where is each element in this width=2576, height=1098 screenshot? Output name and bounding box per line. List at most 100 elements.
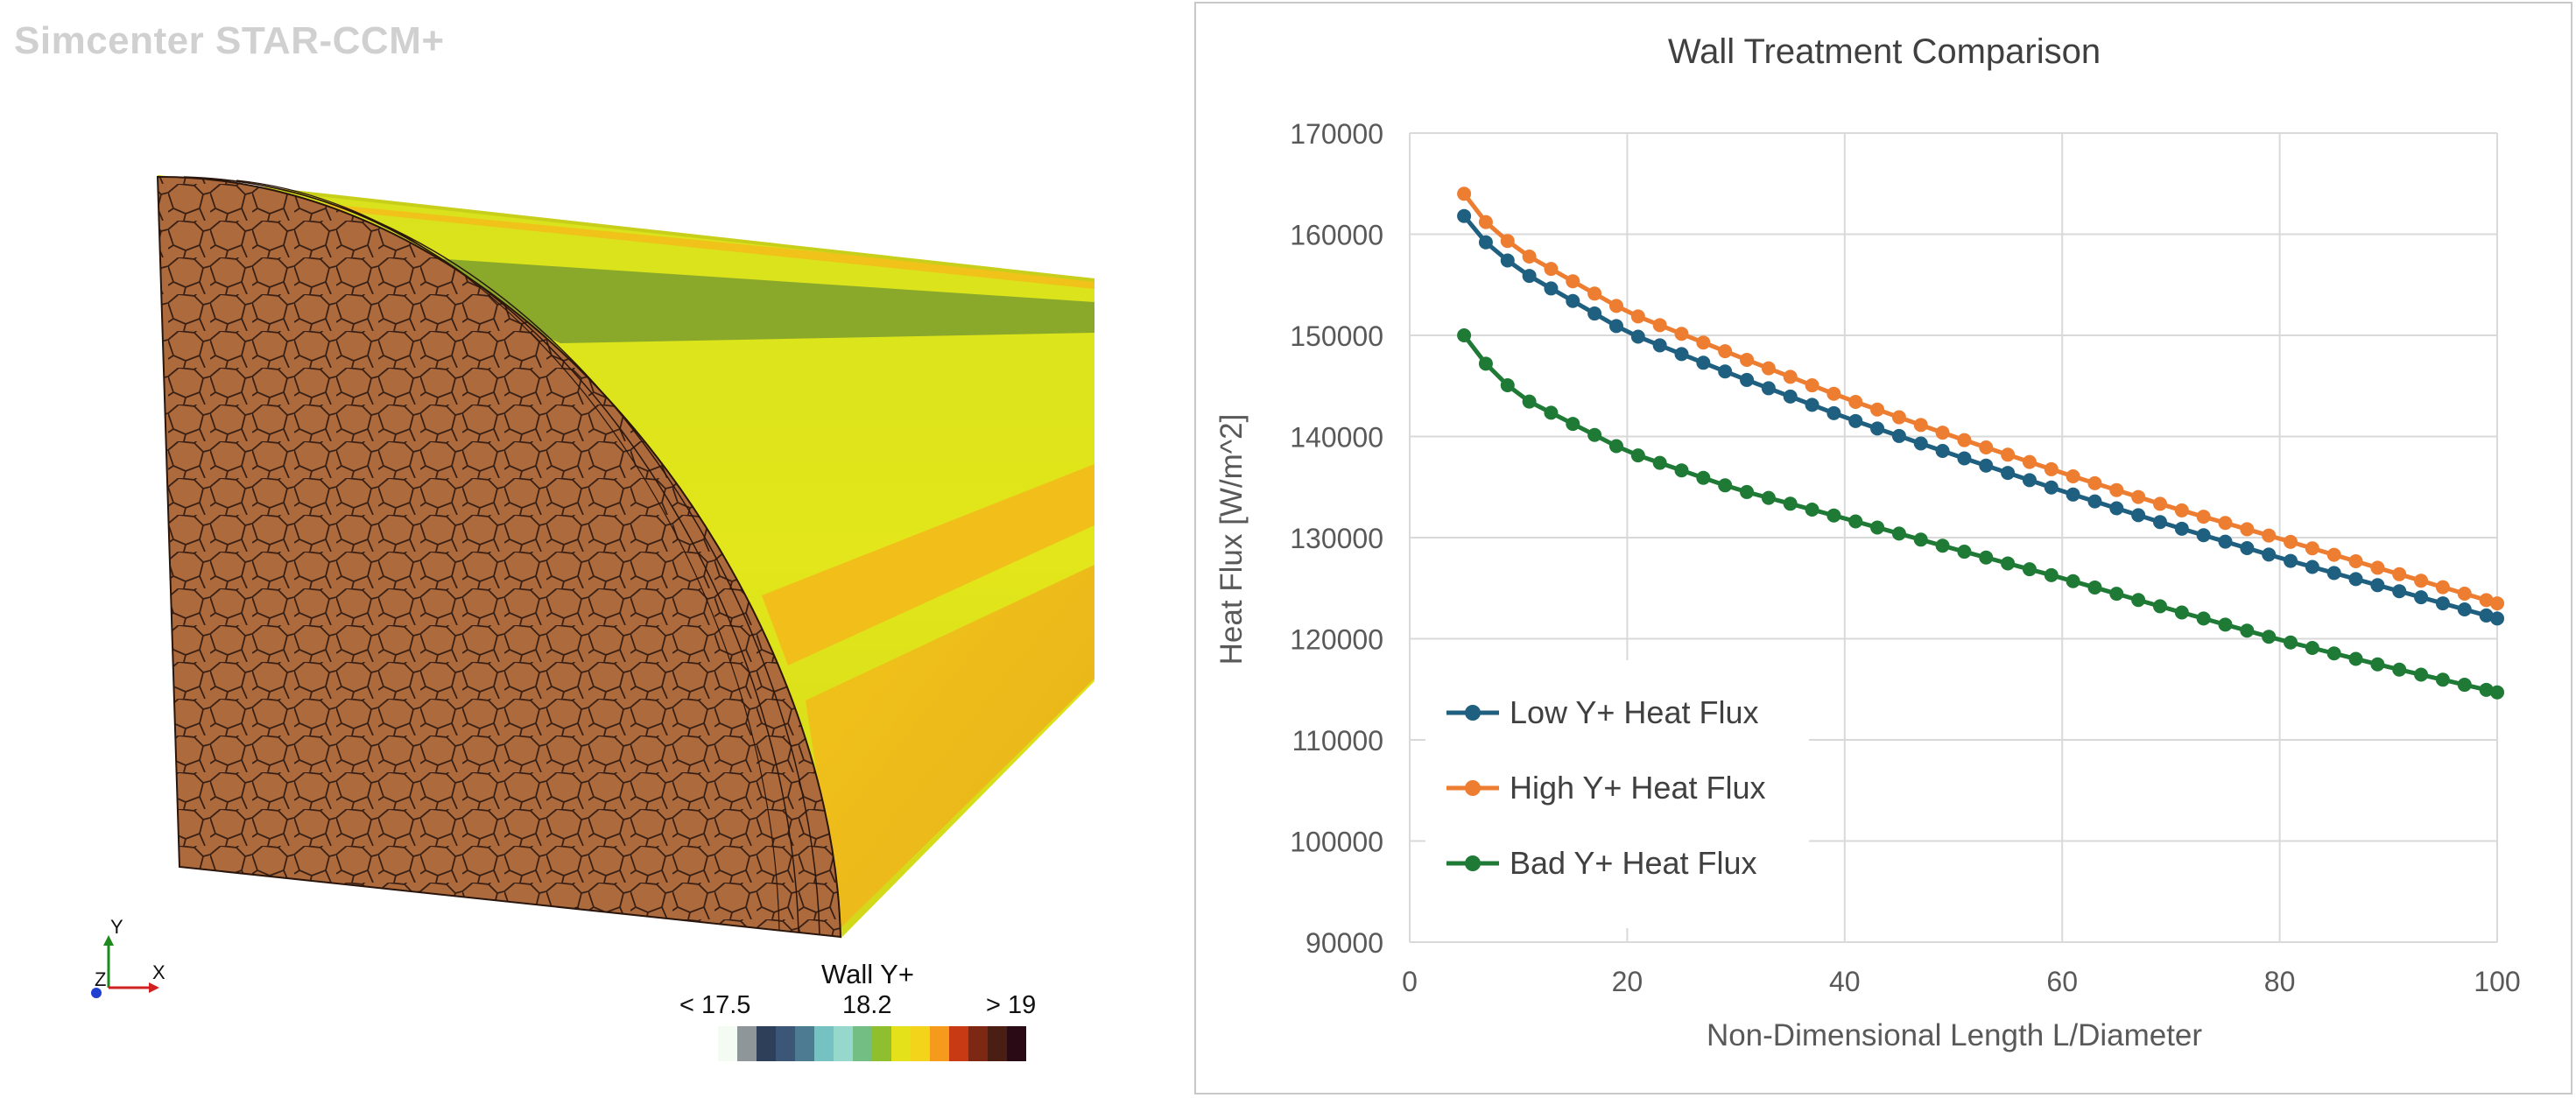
data-point	[2370, 560, 2385, 575]
triad-y-label: Y	[110, 916, 123, 938]
data-point	[2284, 553, 2298, 568]
data-point	[2066, 469, 2080, 484]
data-point	[1630, 448, 1645, 463]
data-point	[2022, 562, 2037, 577]
x-tick-label: 0	[1402, 966, 1418, 997]
data-point	[1674, 327, 1689, 341]
colorbar-segment	[891, 1026, 911, 1061]
data-point	[1478, 235, 1493, 250]
data-point	[1500, 377, 1515, 392]
legend-marker	[1465, 855, 1481, 871]
data-point	[2240, 623, 2255, 638]
data-point	[2066, 487, 2080, 502]
legend-min-label: < 17.5	[679, 991, 751, 1019]
data-point	[2131, 489, 2146, 504]
data-point	[1891, 428, 1906, 443]
y-tick-label: 130000	[1290, 523, 1383, 554]
data-point	[2262, 528, 2277, 543]
y-tick-label: 150000	[1290, 320, 1383, 352]
colorbar-segment	[1007, 1026, 1026, 1061]
data-point	[2479, 593, 2494, 608]
data-point	[2196, 611, 2211, 626]
colorbar-segment	[757, 1026, 776, 1061]
x-tick-label: 100	[2474, 966, 2520, 997]
data-point	[2490, 611, 2504, 626]
data-point	[2174, 605, 2189, 620]
data-point	[1783, 496, 1798, 511]
data-point	[1935, 538, 1950, 553]
y-tick-label: 100000	[1290, 827, 1383, 858]
data-point	[2087, 580, 2102, 595]
data-point	[1870, 402, 1885, 417]
data-point	[1608, 439, 1623, 454]
data-point	[2152, 599, 2167, 614]
data-point	[2305, 641, 2319, 656]
data-point	[1566, 274, 1580, 289]
data-point	[1891, 410, 1906, 425]
data-point	[1587, 306, 1602, 321]
data-point	[2392, 662, 2407, 677]
data-point	[2457, 678, 2472, 693]
scene-3d[interactable]	[0, 0, 1191, 1098]
series-2	[1457, 187, 2504, 611]
legend-mid-label: 18.2	[842, 991, 892, 1019]
data-point	[1848, 413, 1863, 428]
data-point	[1957, 451, 1972, 466]
data-point	[1957, 433, 1972, 447]
data-point	[2490, 685, 2504, 700]
data-point	[1761, 490, 1776, 505]
chart-panel[interactable]: Wall Treatment Comparison Non-Dimensiona…	[1194, 2, 2572, 1094]
data-point	[2044, 480, 2059, 495]
app-title: Simcenter STAR-CCM+	[14, 19, 445, 62]
data-point	[1587, 427, 1602, 442]
data-point	[2348, 554, 2363, 569]
axis-triad: Y X Z	[91, 916, 165, 998]
data-point	[1826, 508, 1841, 523]
legend-marker	[1465, 705, 1481, 721]
data-point	[2348, 572, 2363, 587]
data-point	[1848, 514, 1863, 529]
data-point	[2218, 534, 2233, 549]
data-point	[2479, 682, 2494, 697]
data-point	[1935, 426, 1950, 440]
data-point	[2066, 574, 2080, 588]
data-point	[1718, 344, 1733, 359]
data-point	[1805, 503, 1819, 517]
legend-entry: Low Y+ Heat Flux	[1510, 694, 1758, 730]
data-point	[1761, 381, 1776, 396]
data-point	[1500, 253, 1515, 268]
data-point	[1652, 318, 1667, 333]
graphics-viewport[interactable]: Simcenter STAR-CCM+ Y X Z Wall Y+ < 17.5…	[0, 0, 1191, 1098]
data-point	[2414, 574, 2429, 588]
data-point	[2087, 494, 2102, 509]
data-point	[1740, 484, 1755, 499]
data-point	[1566, 293, 1580, 308]
data-point	[1544, 262, 1559, 277]
data-point	[1522, 250, 1537, 264]
colorbar-segment	[834, 1026, 853, 1061]
y-tick-label: 160000	[1290, 220, 1383, 251]
data-point	[1457, 328, 1472, 342]
data-point	[1870, 520, 1885, 535]
data-point	[2240, 541, 2255, 556]
data-point	[1979, 458, 1994, 473]
legend-max-label: > 19	[986, 991, 1037, 1019]
data-point	[2196, 510, 2211, 524]
data-point	[2001, 447, 2016, 462]
data-point	[2218, 516, 2233, 531]
data-point	[1957, 545, 1972, 560]
data-point	[2414, 590, 2429, 605]
y-axis-label: Heat Flux [W/m^2]	[1214, 414, 1249, 665]
data-point	[1718, 364, 1733, 379]
data-point	[2218, 617, 2233, 632]
data-point	[1848, 394, 1863, 409]
data-point	[2109, 482, 2124, 497]
data-point	[1674, 463, 1689, 478]
colorbar-segment	[795, 1026, 814, 1061]
data-point	[2305, 541, 2319, 556]
legend-title: Wall Y+	[821, 959, 914, 989]
data-point	[1761, 361, 1776, 376]
data-point	[1478, 356, 1493, 371]
data-point	[2022, 454, 2037, 469]
data-point	[2240, 522, 2255, 537]
